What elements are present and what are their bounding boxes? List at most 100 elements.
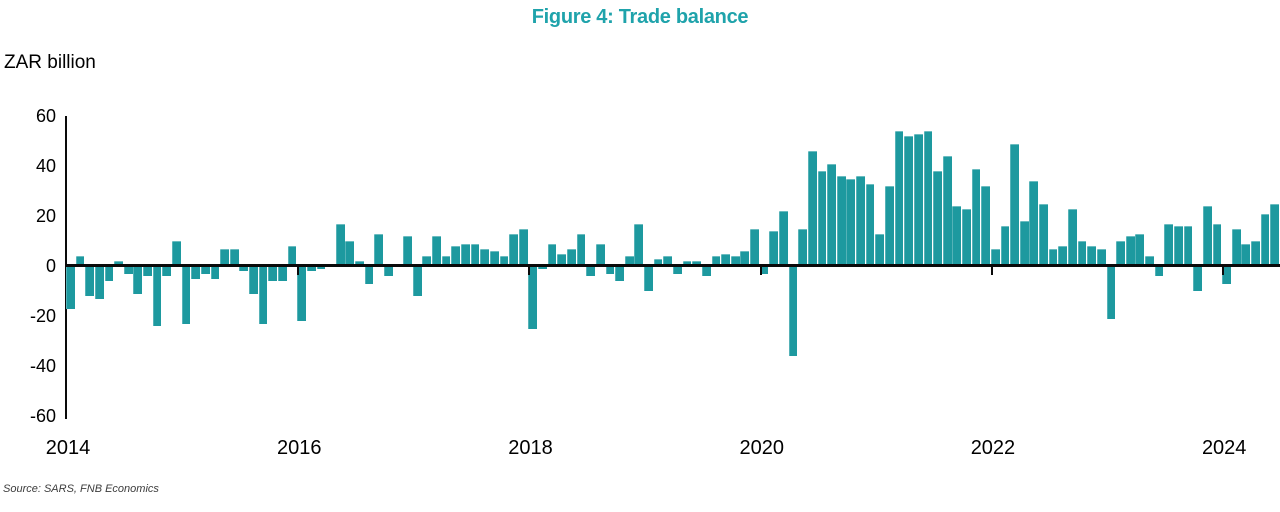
bar xyxy=(615,266,624,281)
bar xyxy=(605,266,615,274)
bar xyxy=(981,186,991,266)
bar xyxy=(191,266,200,279)
bar xyxy=(923,131,933,266)
bar xyxy=(306,266,316,271)
bar xyxy=(759,266,769,274)
y-tick-label: -20 xyxy=(29,306,56,326)
x-axis-tick xyxy=(759,267,762,275)
bar xyxy=(942,156,952,266)
y-tick-label: 20 xyxy=(35,206,56,226)
bar xyxy=(85,266,94,296)
bar xyxy=(711,256,721,266)
bar xyxy=(547,243,557,266)
bar xyxy=(277,266,287,281)
bar xyxy=(403,236,412,266)
bar xyxy=(374,233,384,266)
bar xyxy=(480,248,490,266)
bar xyxy=(1241,243,1251,266)
bar xyxy=(952,206,962,266)
bar xyxy=(316,266,326,269)
y-tick-label: 0 xyxy=(45,256,56,276)
bar xyxy=(268,266,278,281)
bar xyxy=(1058,246,1068,266)
bar xyxy=(297,266,306,321)
bar xyxy=(1164,223,1174,266)
bar xyxy=(364,266,374,284)
bar xyxy=(567,248,576,266)
bar xyxy=(104,266,114,281)
x-axis-tick xyxy=(990,267,993,275)
bar xyxy=(518,228,528,266)
bar xyxy=(1202,206,1212,266)
x-axis-tick xyxy=(297,267,300,275)
x-axis-tick xyxy=(1222,267,1225,275)
source-note: Source: SARS, FNB Economics xyxy=(3,483,159,495)
bar xyxy=(1116,241,1125,266)
bar xyxy=(412,266,422,296)
bar xyxy=(634,223,644,266)
bar xyxy=(383,266,393,276)
bar xyxy=(586,266,596,276)
bar xyxy=(875,233,885,266)
bar xyxy=(509,233,518,266)
bar xyxy=(162,266,172,276)
bar xyxy=(210,266,220,279)
bar xyxy=(990,248,1000,266)
bar xyxy=(94,266,104,299)
bar xyxy=(1029,181,1039,266)
bar xyxy=(884,186,894,266)
bar xyxy=(836,176,846,266)
bar xyxy=(904,136,913,266)
bar xyxy=(171,241,181,266)
bar xyxy=(673,266,682,274)
bar xyxy=(1125,236,1135,266)
x-tick-label: 2022 xyxy=(970,437,1016,459)
y-tick-label: 40 xyxy=(35,156,56,176)
bar xyxy=(489,251,499,266)
bar xyxy=(653,258,663,266)
chart-title: Figure 4: Trade balance xyxy=(531,6,749,28)
bar xyxy=(692,261,701,266)
bar xyxy=(1174,226,1183,266)
bar xyxy=(239,266,249,271)
bar xyxy=(827,163,836,266)
y-tick-label: -40 xyxy=(29,356,56,376)
bar xyxy=(200,266,210,274)
x-tick-label: 2014 xyxy=(45,437,91,459)
bar xyxy=(1260,213,1270,266)
bar xyxy=(740,251,750,266)
bar xyxy=(143,266,152,276)
bar xyxy=(913,133,923,266)
zero-baseline xyxy=(65,264,1280,267)
bar xyxy=(123,266,133,274)
bar xyxy=(229,248,239,266)
bar xyxy=(1154,266,1164,276)
bar xyxy=(1193,266,1203,291)
bar xyxy=(249,266,258,294)
bar xyxy=(1096,248,1106,266)
bar xyxy=(258,266,268,324)
x-tick-label: 2024 xyxy=(1201,437,1247,459)
bar xyxy=(798,228,807,266)
bar xyxy=(470,243,480,266)
bar xyxy=(335,223,345,266)
bar xyxy=(846,178,856,266)
bar xyxy=(345,241,355,266)
bar xyxy=(287,246,297,266)
bar xyxy=(538,266,547,269)
y-tick-label: 60 xyxy=(35,106,56,126)
bar xyxy=(788,266,798,356)
x-tick-label: 2016 xyxy=(276,437,322,459)
bar xyxy=(624,256,634,266)
bar xyxy=(432,236,441,266)
bar xyxy=(576,233,586,266)
y-tick-label: -60 xyxy=(29,406,56,426)
bar xyxy=(75,256,85,266)
bar xyxy=(1077,241,1087,266)
bar xyxy=(1106,266,1116,319)
bar xyxy=(114,261,123,266)
bar xyxy=(441,256,451,266)
bar xyxy=(1222,266,1231,284)
bar xyxy=(778,211,788,266)
bar xyxy=(557,253,567,266)
